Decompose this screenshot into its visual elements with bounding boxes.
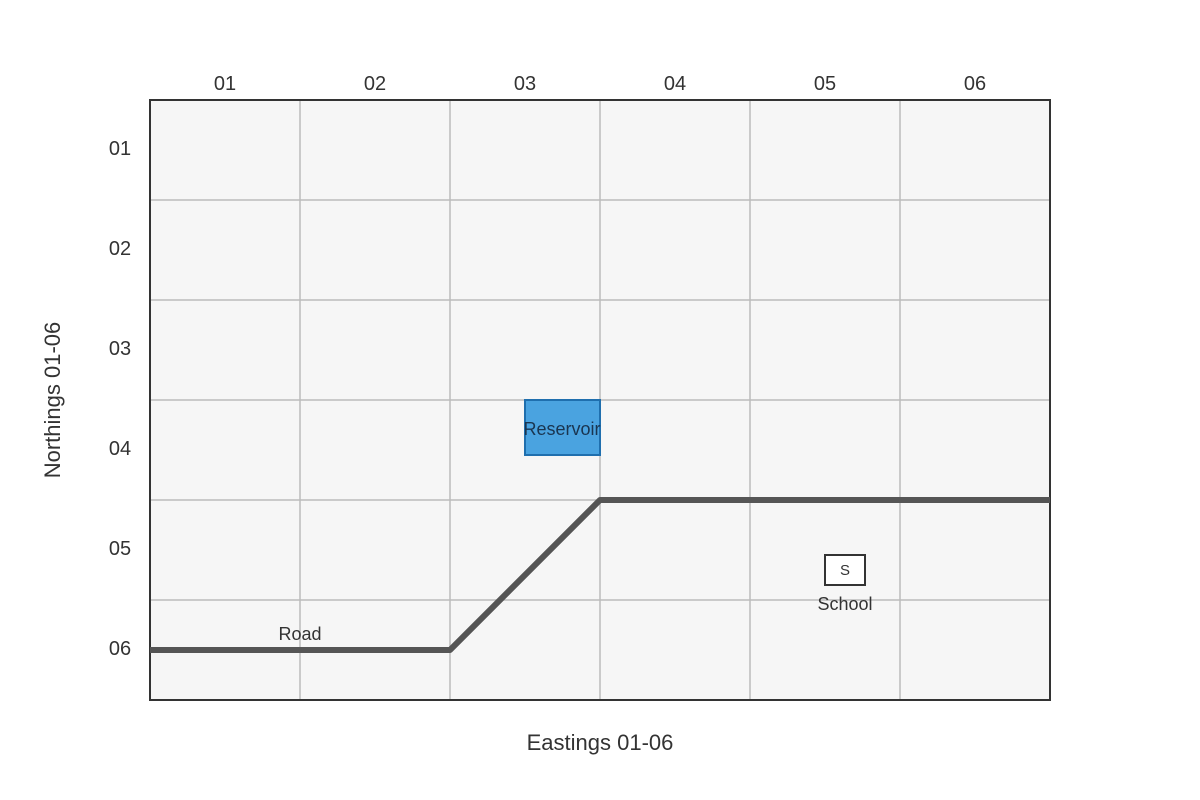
easting-tick-label: 02: [364, 73, 386, 95]
easting-tick-label: 04: [664, 73, 686, 95]
easting-tick-label: 03: [514, 73, 536, 95]
school-symbol: [824, 554, 866, 586]
x-axis-title: Eastings 01-06: [527, 730, 674, 755]
northing-tick-label: 06: [109, 638, 131, 660]
northing-tick-label: 01: [109, 138, 131, 160]
easting-tick-label: 06: [964, 73, 986, 95]
easting-tick-label: 01: [214, 73, 236, 95]
school-label: School: [817, 594, 872, 614]
road-line: [150, 497, 1050, 653]
map-frame: [149, 99, 1051, 701]
northing-tick-label: 05: [109, 538, 131, 560]
northing-labels: 01 02 03 04 05 06: [109, 138, 131, 660]
northing-tick-label: 02: [109, 238, 131, 260]
road-label: Road: [278, 624, 321, 644]
northing-tick-label: 03: [109, 338, 131, 360]
reservoir-label: Reservoir: [523, 419, 600, 439]
school-symbol-letter: S: [840, 562, 850, 579]
easting-tick-label: 05: [814, 73, 836, 95]
easting-labels: 01 02 03 04 05 06: [214, 73, 986, 95]
y-axis-title: Northings 01-06: [40, 322, 65, 479]
reservoir-area: [524, 399, 601, 456]
northing-tick-label: 04: [109, 438, 131, 460]
